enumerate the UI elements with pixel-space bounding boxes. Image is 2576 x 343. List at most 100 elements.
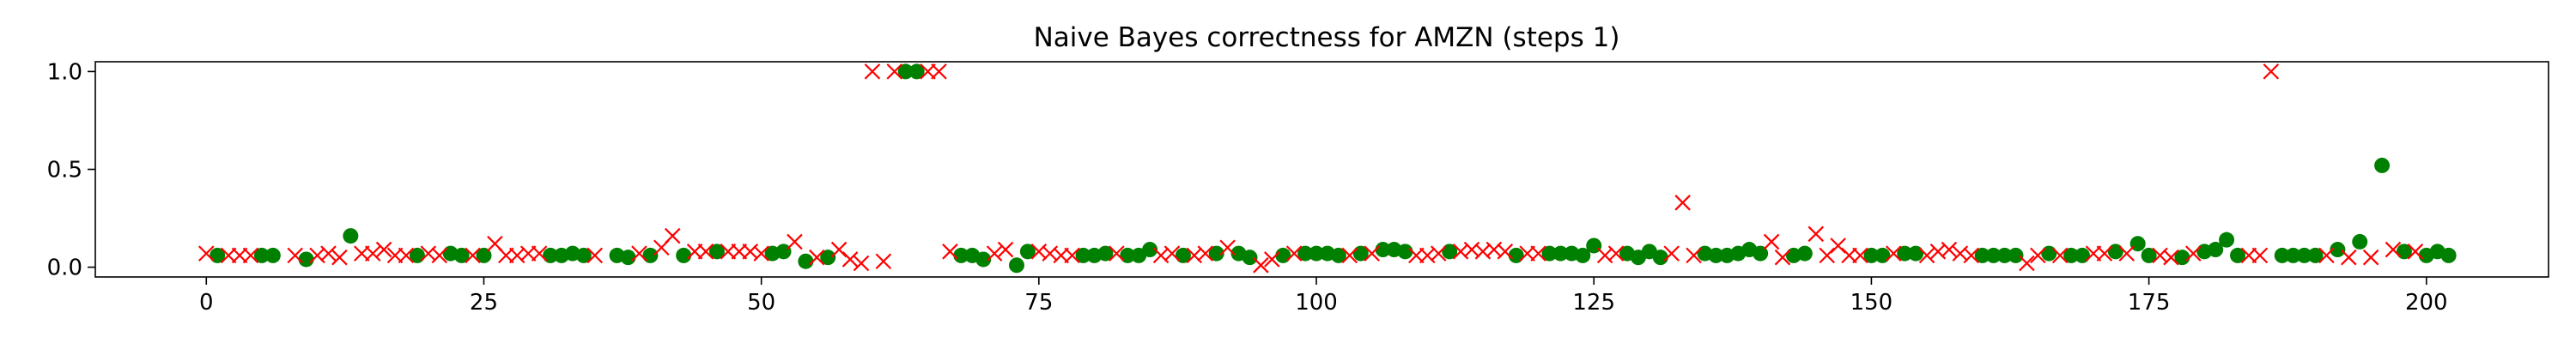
- correct-point: [476, 247, 492, 263]
- incorrect-point: [2051, 247, 2069, 264]
- incorrect-point: [1885, 245, 1902, 262]
- correct-point: [2396, 244, 2412, 260]
- x-tick-label: 200: [2405, 290, 2448, 316]
- incorrect-point: [465, 247, 481, 264]
- incorrect-point: [1285, 245, 1303, 262]
- incorrect-point: [2240, 247, 2257, 264]
- incorrect-point: [1519, 245, 1535, 262]
- chart-title: Naive Bayes correctness for AMZN (steps …: [1034, 22, 1620, 53]
- incorrect-point: [886, 63, 903, 80]
- incorrect-point: [809, 249, 825, 266]
- incorrect-point: [231, 247, 248, 264]
- correct-point: [2285, 247, 2301, 263]
- correct-point: [908, 63, 925, 80]
- incorrect-point: [398, 247, 415, 264]
- plot-area: [94, 61, 2549, 278]
- incorrect-point: [1807, 226, 1825, 243]
- correct-point: [453, 247, 470, 263]
- x-tick-label: 25: [470, 290, 498, 316]
- incorrect-point: [1674, 195, 1691, 211]
- incorrect-point: [287, 247, 303, 264]
- correct-point: [2374, 157, 2391, 173]
- incorrect-point: [1841, 247, 1857, 264]
- incorrect-point: [1064, 247, 1080, 264]
- incorrect-point: [1663, 245, 1680, 262]
- correct-point: [253, 247, 270, 263]
- incorrect-point: [1852, 247, 1868, 264]
- correct-point: [1275, 247, 1291, 263]
- incorrect-point: [531, 245, 548, 262]
- correct-point: [953, 247, 969, 263]
- incorrect-point: [2362, 249, 2379, 266]
- correct-point: [676, 247, 692, 263]
- correct-point: [1442, 244, 1458, 260]
- incorrect-point: [220, 247, 237, 264]
- incorrect-point: [386, 247, 404, 264]
- incorrect-point: [931, 63, 947, 80]
- x-tick-label: 150: [1850, 290, 1893, 316]
- incorrect-point: [1774, 249, 1791, 266]
- y-axis: 0.0 0.5 1.0: [47, 59, 95, 281]
- correct-point: [1753, 245, 1769, 262]
- x-tick-label: 125: [1572, 290, 1615, 316]
- correct-point: [1874, 247, 1891, 263]
- correct-point: [2330, 242, 2346, 258]
- incorrect-point: [2030, 247, 2046, 264]
- correct-point: [1908, 245, 1924, 262]
- incorrect-point: [2163, 249, 2179, 266]
- correct-point: [1974, 247, 1990, 263]
- correct-point: [1019, 244, 1036, 260]
- incorrect-point: [320, 245, 337, 262]
- correct-point: [2063, 247, 2080, 263]
- correct-point: [1208, 245, 1224, 262]
- correct-point: [2230, 247, 2246, 263]
- correct-point: [1508, 247, 1524, 263]
- incorrect-point: [1918, 247, 1935, 264]
- incorrect-point: [1963, 247, 1980, 264]
- incorrect-point: [1497, 244, 1514, 260]
- correct-point: [1575, 247, 1591, 263]
- incorrect-point: [1219, 239, 1236, 256]
- correct-point: [575, 247, 592, 263]
- correct-point: [409, 247, 425, 263]
- correct-point: [1008, 257, 1024, 274]
- incorrect-point: [2251, 247, 2269, 264]
- incorrect-point: [1430, 245, 1447, 262]
- correct-point: [1297, 245, 1314, 262]
- incorrect-point: [720, 244, 737, 260]
- incorrect-point: [2019, 255, 2035, 272]
- correct-point: [1309, 245, 1325, 262]
- incorrect-point: [1686, 247, 1702, 264]
- correct-point: [798, 253, 814, 269]
- correct-point: [1796, 245, 1813, 262]
- x-axis: 0 25 50 75 100 125 150 175 200: [199, 277, 2448, 316]
- incorrect-point: [364, 245, 381, 262]
- incorrect-point: [753, 245, 769, 262]
- incorrect-point: [1163, 245, 1181, 262]
- incorrect-point: [1530, 245, 1546, 262]
- correct-point: [1242, 250, 1258, 266]
- correct-point: [1897, 245, 1913, 262]
- incorrect-point: [920, 63, 936, 80]
- correct-point: [1985, 247, 2002, 263]
- correct-point: [1097, 245, 1114, 262]
- incorrect-point: [1197, 245, 1214, 262]
- incorrect-point: [1763, 233, 1780, 250]
- incorrect-point: [1053, 247, 1069, 264]
- correct-point: [1120, 247, 1136, 263]
- data-points: [197, 63, 2457, 274]
- correct-point: [1352, 245, 1369, 262]
- incorrect-point: [631, 245, 647, 262]
- incorrect-point: [2407, 244, 2424, 260]
- correct-point: [210, 247, 226, 263]
- x-tick-label: 100: [1295, 290, 1338, 316]
- incorrect-point: [1408, 247, 1425, 264]
- incorrect-point: [731, 244, 748, 260]
- incorrect-point: [1264, 251, 1280, 268]
- incorrect-point: [498, 247, 514, 264]
- incorrect-point: [331, 249, 348, 266]
- incorrect-point: [519, 245, 537, 262]
- correct-point: [1397, 244, 1413, 260]
- correct-point: [1142, 242, 1158, 258]
